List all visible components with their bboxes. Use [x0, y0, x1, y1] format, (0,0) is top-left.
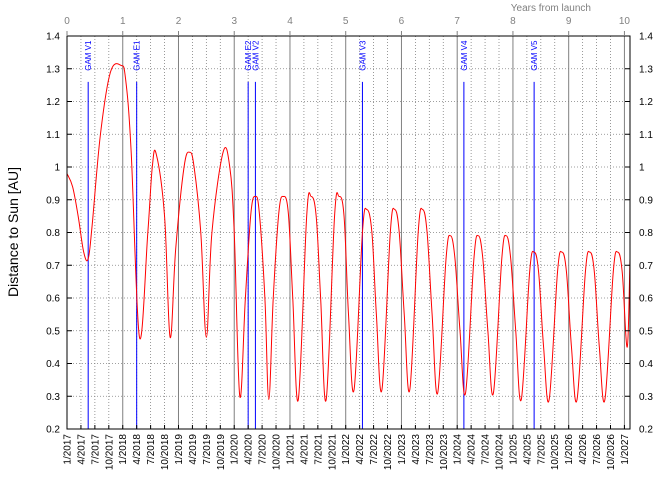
x-tick-label: 1/2027	[620, 434, 631, 465]
distance-curve	[66, 63, 631, 403]
top-tick-label: 2	[176, 16, 182, 27]
top-tick-label: 5	[343, 16, 349, 27]
x-tick-label: 7/2018	[146, 434, 157, 465]
x-tick-label: 7/2023	[425, 434, 436, 465]
x-tick-label: 10/2019	[216, 434, 227, 471]
flyby-label: GAM V2	[251, 40, 260, 71]
y-axis-title: Distance to Sun [AU]	[5, 167, 21, 297]
y-tick-label-left: 0.5	[46, 326, 60, 337]
top-tick-label: 10	[619, 16, 631, 27]
x-tick-label: 10/2017	[104, 434, 115, 471]
x-tick-label: 4/2025	[522, 434, 533, 465]
y-tick-label-left: 0.8	[46, 228, 60, 239]
top-tick-label: 0	[64, 16, 70, 27]
x-tick-label: 4/2021	[299, 434, 310, 465]
y-tick-label-left: 0.2	[46, 425, 60, 436]
x-tick-label: 10/2026	[606, 434, 617, 471]
top-axis-title: Years from launch	[511, 3, 591, 14]
y-tick-label-left: 1.2	[46, 97, 60, 108]
x-tick-label: 10/2022	[383, 434, 394, 471]
x-tick-label: 10/2025	[550, 434, 561, 471]
x-tick-label: 7/2021	[313, 434, 324, 465]
y-tick-label-right: 0.5	[639, 326, 653, 337]
x-tick-label: 4/2023	[411, 434, 422, 465]
top-tick-label: 4	[287, 16, 293, 27]
x-tick-label: 1/2018	[118, 434, 129, 465]
curve-layer	[66, 63, 631, 403]
x-tick-label: 1/2019	[174, 434, 185, 465]
flyby-label: GAM V4	[460, 40, 469, 71]
y-tick-label-right: 1	[639, 163, 645, 174]
x-tick-label: 7/2024	[481, 434, 492, 465]
y-tick-label-left: 0.6	[46, 294, 60, 305]
x-tick-label: 7/2025	[536, 434, 547, 465]
flyby-label: GAM V1	[84, 40, 93, 71]
x-tick-label: 7/2026	[592, 434, 603, 465]
y-tick-label-left: 0.3	[46, 392, 60, 403]
y-tick-label-left: 0.7	[46, 261, 60, 272]
x-tick-label: 7/2017	[90, 434, 101, 465]
x-tick-label: 1/2024	[453, 434, 464, 465]
x-tick-label: 4/2024	[467, 434, 478, 465]
x-tick-label: 10/2023	[439, 434, 450, 471]
top-tick-label: 3	[231, 16, 237, 27]
x-tick-label: 10/2021	[327, 434, 338, 471]
x-tick-label: 7/2022	[369, 434, 380, 465]
y-tick-label-right: 1.3	[639, 64, 653, 75]
flyby-label: GAM V5	[530, 40, 539, 71]
y-tick-label-right: 0.6	[639, 294, 653, 305]
year-lines	[122, 36, 625, 429]
y-tick-label-left: 1.3	[46, 64, 60, 75]
y-tick-label-left: 1	[54, 163, 60, 174]
x-tick-label: 4/2017	[76, 434, 87, 465]
x-tick-label: 1/2025	[508, 434, 519, 465]
y-axis-left: 0.2 0.3 0.4 0.5 0.6 0.7 0.8 0.9 1 1.1 1.2 1.3 1.4	[46, 32, 72, 436]
grid	[67, 36, 630, 429]
y-tick-label-right: 0.7	[639, 261, 653, 272]
flyby-label: GAM E2	[244, 40, 253, 71]
flyby-label: GAM E1	[133, 40, 142, 71]
y-tick-label-left: 0.4	[46, 359, 60, 370]
top-tick-label: 8	[510, 16, 516, 27]
x-tick-label: 1/2022	[341, 434, 352, 465]
top-tick-label: 9	[566, 16, 572, 27]
y-tick-label-right: 0.2	[639, 425, 653, 436]
x-tick-label: 10/2024	[495, 434, 506, 471]
x-tick-label: 4/2026	[578, 434, 589, 465]
x-tick-label: 7/2019	[202, 434, 213, 465]
x-tick-label: 4/2018	[132, 434, 143, 465]
x-tick-label: 10/2020	[272, 434, 283, 471]
x-tick-label: 10/2018	[160, 434, 171, 471]
x-tick-label: 7/2020	[258, 434, 269, 465]
flyby-label: GAM V3	[358, 40, 367, 71]
x-tick-label: 1/2017	[63, 434, 74, 465]
x-tick-label: 1/2020	[230, 434, 241, 465]
y-tick-label-left: 1.4	[46, 32, 60, 43]
top-tick-label: 7	[454, 16, 460, 27]
x-axis-bottom: 1/2017 4/2017 7/2017 10/2017 1/2018 4/2018 7/2…	[63, 425, 631, 470]
y-tick-label-right: 1.1	[639, 130, 653, 141]
x-tick-label: 4/2019	[188, 434, 199, 465]
x-tick-label: 1/2021	[285, 434, 296, 465]
x-tick-label: 1/2026	[564, 434, 575, 465]
x-tick-label: 1/2023	[397, 434, 408, 465]
y-axis-right: 0.2 0.3 0.4 0.5 0.6 0.7 0.8 0.9 1 1.1 1.2 1.3 1.4	[625, 32, 653, 436]
y-tick-label-left: 0.9	[46, 195, 60, 206]
x-axis-top: 0 1 2 3 4 5 6 7 8 9 10	[64, 16, 630, 36]
y-tick-label-left: 1.1	[46, 130, 60, 141]
x-tick-label: 4/2020	[244, 434, 255, 465]
y-tick-label-right: 1.4	[639, 32, 653, 43]
y-tick-label-right: 0.3	[639, 392, 653, 403]
x-tick-label: 4/2022	[355, 434, 366, 465]
top-tick-label: 1	[120, 16, 126, 27]
y-tick-label-right: 0.4	[639, 359, 653, 370]
top-tick-label: 6	[399, 16, 405, 27]
y-tick-label-right: 0.8	[639, 228, 653, 239]
y-tick-label-right: 1.2	[639, 97, 653, 108]
y-tick-label-right: 0.9	[639, 195, 653, 206]
